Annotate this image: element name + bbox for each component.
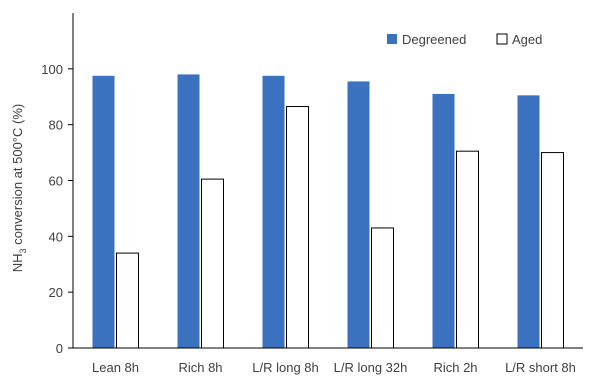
bar-aged-l-r-long-8h <box>286 106 309 349</box>
bars <box>92 74 564 349</box>
svg-text:NH3 conversion at 500°C (%): NH3 conversion at 500°C (%) <box>10 104 28 272</box>
category-label-rich-8h: Rich 8h <box>178 360 222 375</box>
category-label-l-r-long-32h: L/R long 32h <box>334 360 408 375</box>
bar-degreened-rich-8h <box>177 74 200 349</box>
y-tick-label: 0 <box>56 341 63 356</box>
legend-label-degreened: Degreened <box>402 32 466 47</box>
bar-degreened-rich-2h <box>432 93 455 348</box>
y-tick-label: 60 <box>49 174 63 189</box>
bar-aged-rich-8h <box>201 178 224 349</box>
bar-degreened-l-r-short-8h <box>517 95 540 349</box>
category-label-l-r-short-8h: L/R short 8h <box>505 360 576 375</box>
bar-aged-l-r-short-8h <box>541 152 564 349</box>
bar-aged-rich-2h <box>456 150 479 349</box>
axes <box>68 13 583 349</box>
y-axis-title-subscript: 3 <box>18 248 28 253</box>
bar-aged-l-r-long-32h <box>371 227 394 349</box>
category-label-rich-2h: Rich 2h <box>433 360 477 375</box>
y-tick-label: 20 <box>49 285 63 300</box>
y-axis-title: NH3 conversion at 500°C (%) <box>10 104 28 272</box>
y-tick-label: 40 <box>49 229 63 244</box>
category-labels: Lean 8h Rich 8h L/R long 8h L/R long 32h Ric… <box>92 360 576 375</box>
y-tick-label: 80 <box>49 118 63 133</box>
y-axis-title-prefix: NH <box>10 253 25 272</box>
bar-degreened-lean-8h <box>92 75 115 348</box>
y-axis-title-suffix: conversion at 500°C (%) <box>10 104 25 249</box>
legend-swatch-aged <box>496 33 508 45</box>
category-label-l-r-long-8h: L/R long 8h <box>252 360 319 375</box>
legend: Degreened Aged <box>387 32 542 47</box>
bar-degreened-l-r-long-32h <box>347 81 370 348</box>
bar-degreened-l-r-long-8h <box>262 75 285 348</box>
legend-label-aged: Aged <box>512 32 542 47</box>
y-tick-labels: 0 20 40 60 80 100 <box>41 62 63 356</box>
y-tick-label: 100 <box>41 62 63 77</box>
legend-swatch-degreened <box>387 34 397 44</box>
category-label-lean-8h: Lean 8h <box>92 360 139 375</box>
bar-aged-lean-8h <box>116 252 139 349</box>
